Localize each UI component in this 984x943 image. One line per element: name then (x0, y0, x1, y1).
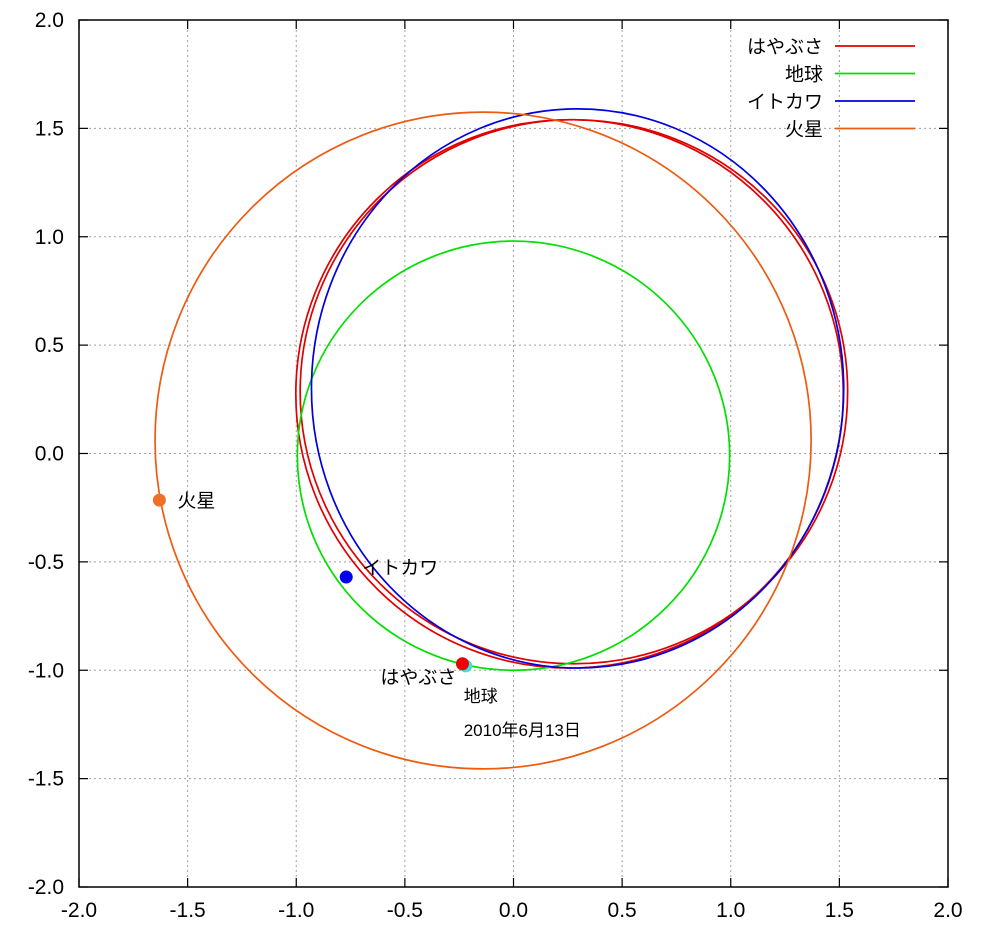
axis-ticks (78, 19, 949, 888)
legend-label-0: はやぶさ (747, 36, 823, 58)
x-tick-label: 1.5 (825, 899, 854, 922)
x-tick-label: 0.5 (608, 899, 637, 922)
x-tick-label: -0.5 (387, 899, 423, 922)
legend-label-2: イトカワ (747, 92, 823, 113)
axis-tick-labels: -2.0 -1.5 -1.0 -0.5 0.0 0.5 1.0 1.5 2.0 -2.0 -1.5 -… (28, 9, 963, 922)
y-tick-label: -1.0 (28, 659, 64, 682)
x-tick-label: 1.0 (716, 899, 745, 922)
y-tick-label: 2.0 (35, 9, 64, 32)
orbit-2-0 (310, 108, 845, 669)
legend-label-3: 火星 (785, 120, 823, 141)
y-tick-label: 1.5 (35, 117, 64, 140)
marker-3 (455, 657, 469, 671)
y-tick-label: 1.0 (35, 226, 64, 249)
orbit-curves (154, 108, 849, 770)
itokawa-label: イトカワ (362, 558, 438, 579)
orbit-1-0 (296, 240, 731, 672)
y-tick-label: -1.5 (28, 768, 64, 791)
mars-label: 火星 (177, 491, 215, 512)
x-tick-label: -1.5 (170, 899, 206, 922)
x-tick-label: 0.0 (499, 899, 528, 922)
legend-label-1: 地球 (785, 64, 823, 86)
orbit-3-0 (154, 111, 812, 770)
position-markers (152, 493, 473, 673)
marker-0 (152, 493, 166, 507)
date-label: 2010年6月13日 (464, 721, 581, 740)
marker-1 (339, 570, 353, 584)
y-tick-label: -2.0 (28, 876, 64, 899)
x-tick-label: -1.0 (278, 899, 314, 922)
x-tick-label: -2.0 (61, 899, 97, 922)
earth-label: 地球 (464, 687, 498, 706)
y-tick-label: 0.5 (35, 334, 64, 357)
y-tick-label: -0.5 (28, 551, 64, 574)
hayabusa-label: はやぶさ (380, 667, 456, 689)
grid-lines (79, 20, 948, 887)
y-tick-label: 0.0 (35, 443, 64, 466)
x-tick-label: 2.0 (933, 899, 962, 922)
